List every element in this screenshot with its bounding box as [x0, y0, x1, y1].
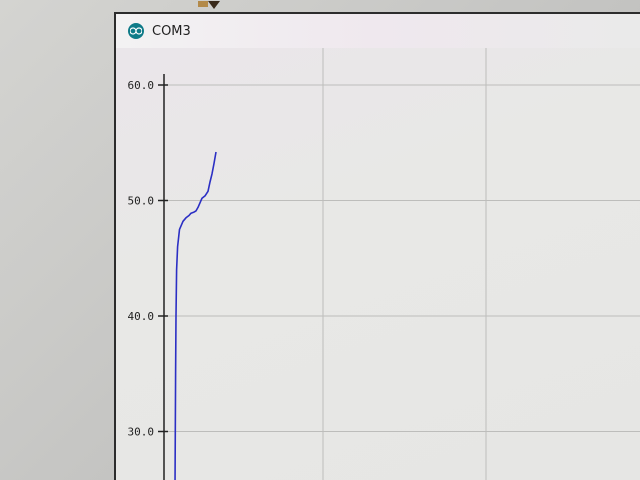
window-titlebar[interactable]: COM3	[116, 14, 640, 48]
y-tick-label: 60.0	[128, 79, 155, 92]
y-tick-label: 50.0	[128, 195, 155, 208]
series-line-0	[174, 151, 217, 480]
line-chart: 60.0 50.0 40.0 30.0	[128, 48, 640, 480]
partial-window-edge	[190, 0, 230, 14]
arduino-icon	[128, 23, 144, 39]
serial-plotter-window: COM3 60.0 50.0 40.0 30.0	[114, 12, 640, 480]
y-tick-label: 30.0	[128, 426, 155, 439]
y-tick-label: 40.0	[128, 310, 155, 323]
grid-lines	[164, 48, 640, 480]
window-title: COM3	[152, 23, 191, 39]
plot-area: 60.0 50.0 40.0 30.0	[116, 48, 640, 480]
